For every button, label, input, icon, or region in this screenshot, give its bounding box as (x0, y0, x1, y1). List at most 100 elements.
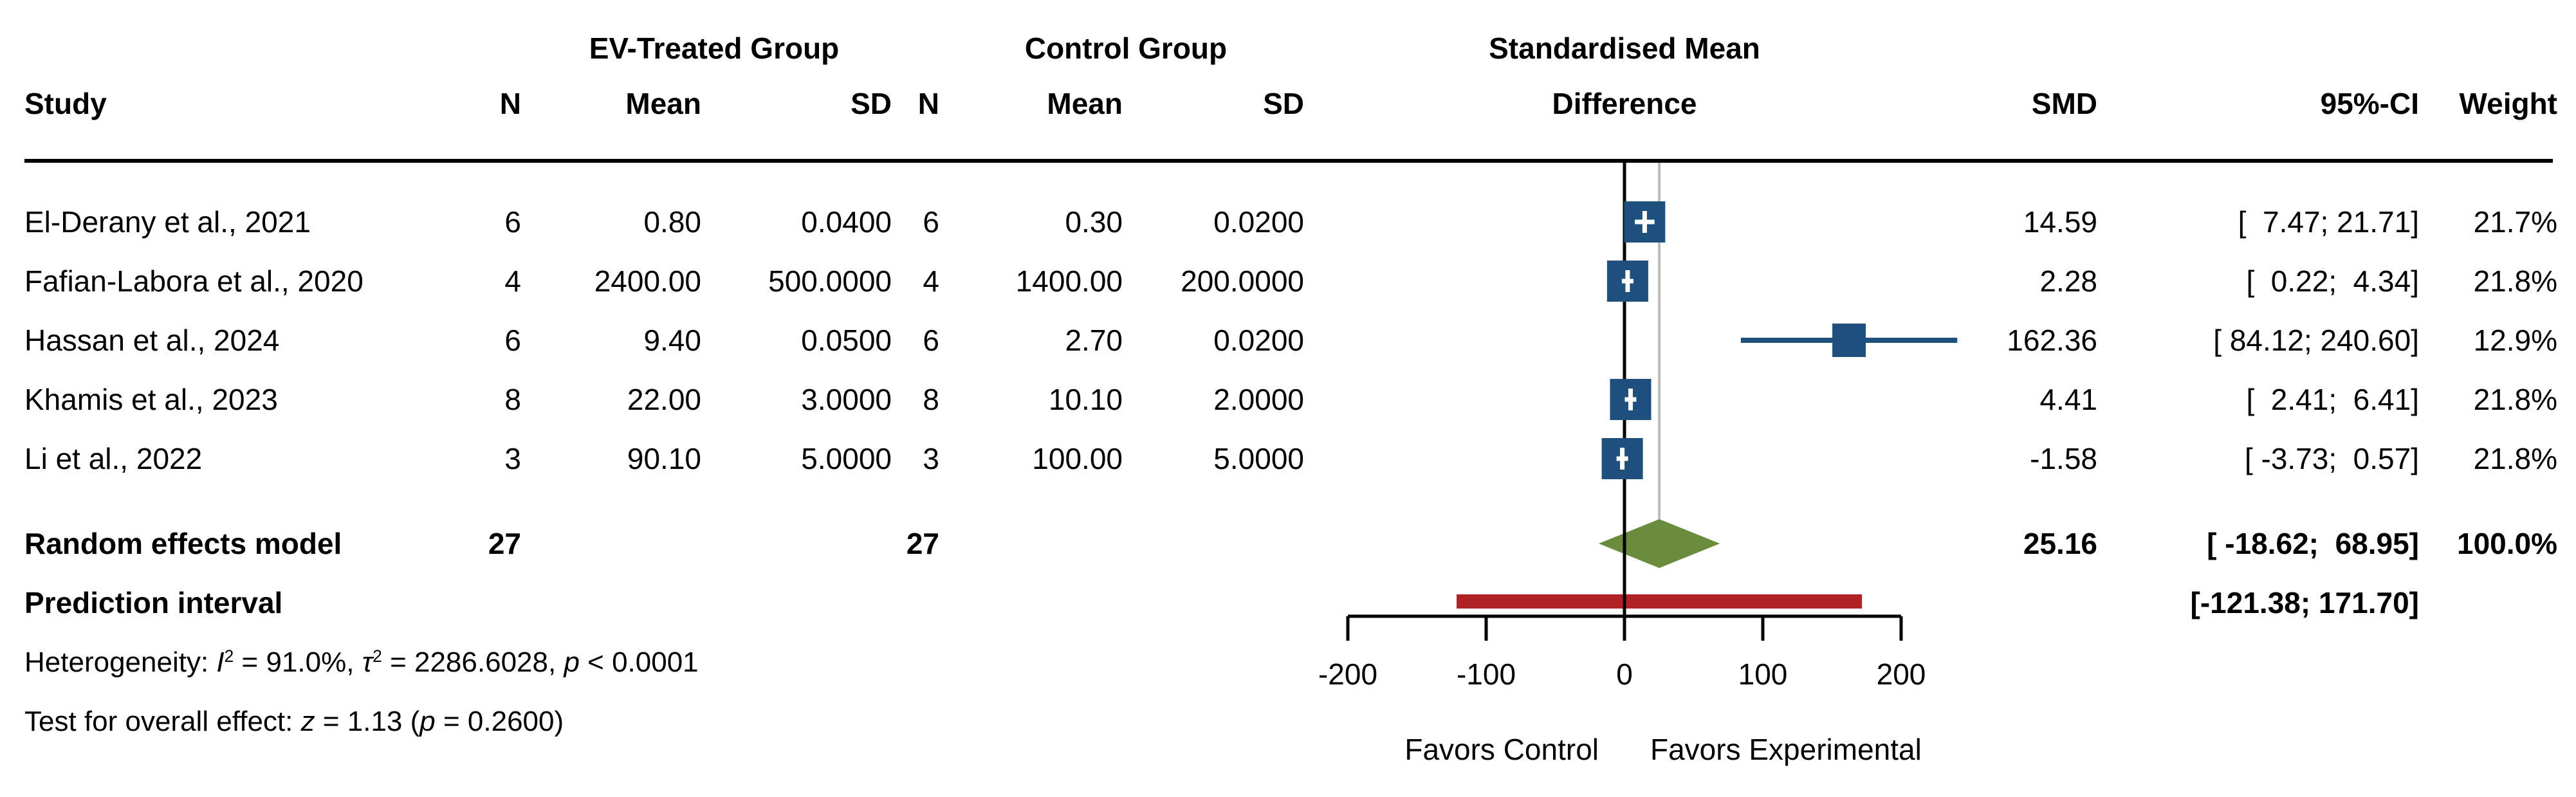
header-ev-treated-group: EV-Treated Group (589, 32, 840, 65)
control-n: 4 (923, 264, 939, 298)
ev-n: 6 (504, 205, 521, 239)
header-n-ev: N (499, 87, 521, 120)
header-smd: SMD (2031, 87, 2097, 120)
ev-n: 4 (504, 264, 521, 298)
study-name: Fafian-Labora et al., 2020 (24, 264, 363, 298)
ev-mean: 0.80 (643, 205, 701, 239)
smd-value: 4.41 (2039, 383, 2097, 416)
header-ci: 95%-CI (2320, 87, 2419, 120)
table-row: Khamis et al., 2023 8 22.00 3.0000 8 10.… (0, 380, 2576, 419)
pooled-weight-value: 100.0% (2456, 527, 2557, 560)
ci-value: [ 84.12; 240.60] (2213, 324, 2419, 357)
control-sd: 200.0000 (1181, 264, 1304, 298)
table-row: Li et al., 2022 3 90.10 5.0000 3 100.00 … (0, 439, 2576, 479)
header-sd-ev: SD (851, 87, 892, 120)
header-control-group: Control Group (1024, 32, 1228, 65)
x-axis-tick-label: -200 (1318, 657, 1377, 691)
prediction-interval-row: Prediction interval [-121.38; 171.70] (0, 583, 2576, 623)
x-axis-tick-label: 200 (1877, 657, 1926, 691)
ci-value: [ -3.73; 0.57] (2244, 442, 2419, 475)
table-row: El-Derany et al., 2021 6 0.80 0.0400 6 0… (0, 202, 2576, 242)
ev-sd: 500.0000 (768, 264, 892, 298)
ev-mean: 90.10 (627, 442, 701, 475)
x-axis-tick-label: 100 (1738, 657, 1788, 691)
study-name: Li et al., 2022 (24, 442, 203, 475)
header-rule (24, 159, 2553, 163)
study-name: El-Derany et al., 2021 (24, 205, 311, 239)
study-name: Khamis et al., 2023 (24, 383, 278, 416)
prediction-interval-label: Prediction interval (24, 586, 283, 619)
header-mean-control: Mean (1047, 87, 1123, 120)
table-row: Fafian-Labora et al., 2020 4 2400.00 500… (0, 261, 2576, 301)
ev-mean: 9.40 (643, 324, 701, 357)
control-sd: 0.0200 (1213, 205, 1304, 239)
control-mean: 10.10 (1048, 383, 1123, 416)
favors-control-label: Favors Control (1404, 733, 1599, 766)
x-axis-tick-label: 0 (1616, 657, 1633, 691)
pooled-ci-value: [ -18.62; 68.95] (2207, 527, 2419, 560)
control-mean: 2.70 (1065, 324, 1123, 357)
control-n: 3 (923, 442, 939, 475)
x-axis-tick-label: -100 (1457, 657, 1516, 691)
marker-cross (1625, 270, 1630, 292)
ci-value: [ 0.22; 4.34] (2246, 264, 2419, 298)
ev-mean: 22.00 (627, 383, 701, 416)
smd-value: -1.58 (2030, 442, 2097, 475)
ev-sd: 3.0000 (801, 383, 892, 416)
weight-value: 21.7% (2473, 205, 2557, 239)
ev-mean: 2400.00 (594, 264, 701, 298)
header-weight: Weight (2459, 87, 2557, 120)
ev-sd: 0.0500 (801, 324, 892, 357)
control-n: 6 (923, 205, 939, 239)
control-n-total: 27 (906, 527, 939, 560)
header-study: Study (24, 87, 107, 120)
ci-value: [ 2.41; 6.41] (2246, 383, 2419, 416)
header-n-control: N (917, 87, 939, 120)
control-sd: 5.0000 (1213, 442, 1304, 475)
smd-value: 162.36 (2007, 324, 2097, 357)
ev-sd: 5.0000 (801, 442, 892, 475)
header-sd-control: SD (1263, 87, 1304, 120)
control-mean: 1400.00 (1015, 264, 1123, 298)
header-column-row: Study N Mean SD N Mean SD Difference SMD… (0, 84, 2576, 124)
random-effects-row: Random effects model 27 27 25.16 [ -18.6… (0, 524, 2576, 563)
control-mean: 100.00 (1032, 442, 1123, 475)
control-sd: 0.0200 (1213, 324, 1304, 357)
control-n: 8 (923, 383, 939, 416)
ev-n-total: 27 (488, 527, 521, 560)
marker-cross (1642, 211, 1647, 233)
prediction-interval-bar (1457, 594, 1863, 609)
ev-n: 6 (504, 324, 521, 357)
control-mean: 0.30 (1065, 205, 1123, 239)
weight-value: 12.9% (2473, 324, 2557, 357)
pooled-smd-value: 25.16 (2023, 527, 2097, 560)
ci-value: [ 7.47; 21.71] (2238, 205, 2419, 239)
overall-effect-note: Test for overall effect: z = 1.13 (p = 0… (24, 706, 564, 737)
control-sd: 2.0000 (1213, 383, 1304, 416)
marker-cross (1620, 448, 1625, 470)
pooled-diamond (1598, 519, 1720, 568)
study-name: Hassan et al., 2024 (24, 324, 280, 357)
heterogeneity-note: Heterogeneity: I2 = 91.0%, τ2 = 2286.602… (24, 646, 699, 678)
header-mean-ev: Mean (625, 87, 701, 120)
weight-value: 21.8% (2473, 264, 2557, 298)
study-square (1832, 324, 1866, 357)
header-smd-line2: Difference (1552, 87, 1697, 120)
ev-sd: 0.0400 (801, 205, 892, 239)
table-row: Hassan et al., 2024 6 9.40 0.0500 6 2.70… (0, 320, 2576, 360)
ev-n: 3 (504, 442, 521, 475)
weight-value: 21.8% (2473, 442, 2557, 475)
header-group-row: EV-Treated Group Control Group Standardi… (0, 28, 2576, 68)
smd-value: 14.59 (2023, 205, 2097, 239)
prediction-interval-ci: [-121.38; 171.70] (2190, 586, 2419, 619)
random-effects-label: Random effects model (24, 527, 342, 560)
smd-value: 2.28 (2039, 264, 2097, 298)
header-smd-line1: Standardised Mean (1489, 32, 1760, 65)
weight-value: 21.8% (2473, 383, 2557, 416)
ev-n: 8 (504, 383, 521, 416)
favors-experimental-label: Favors Experimental (1650, 733, 1922, 766)
marker-cross (1628, 389, 1633, 410)
control-n: 6 (923, 324, 939, 357)
